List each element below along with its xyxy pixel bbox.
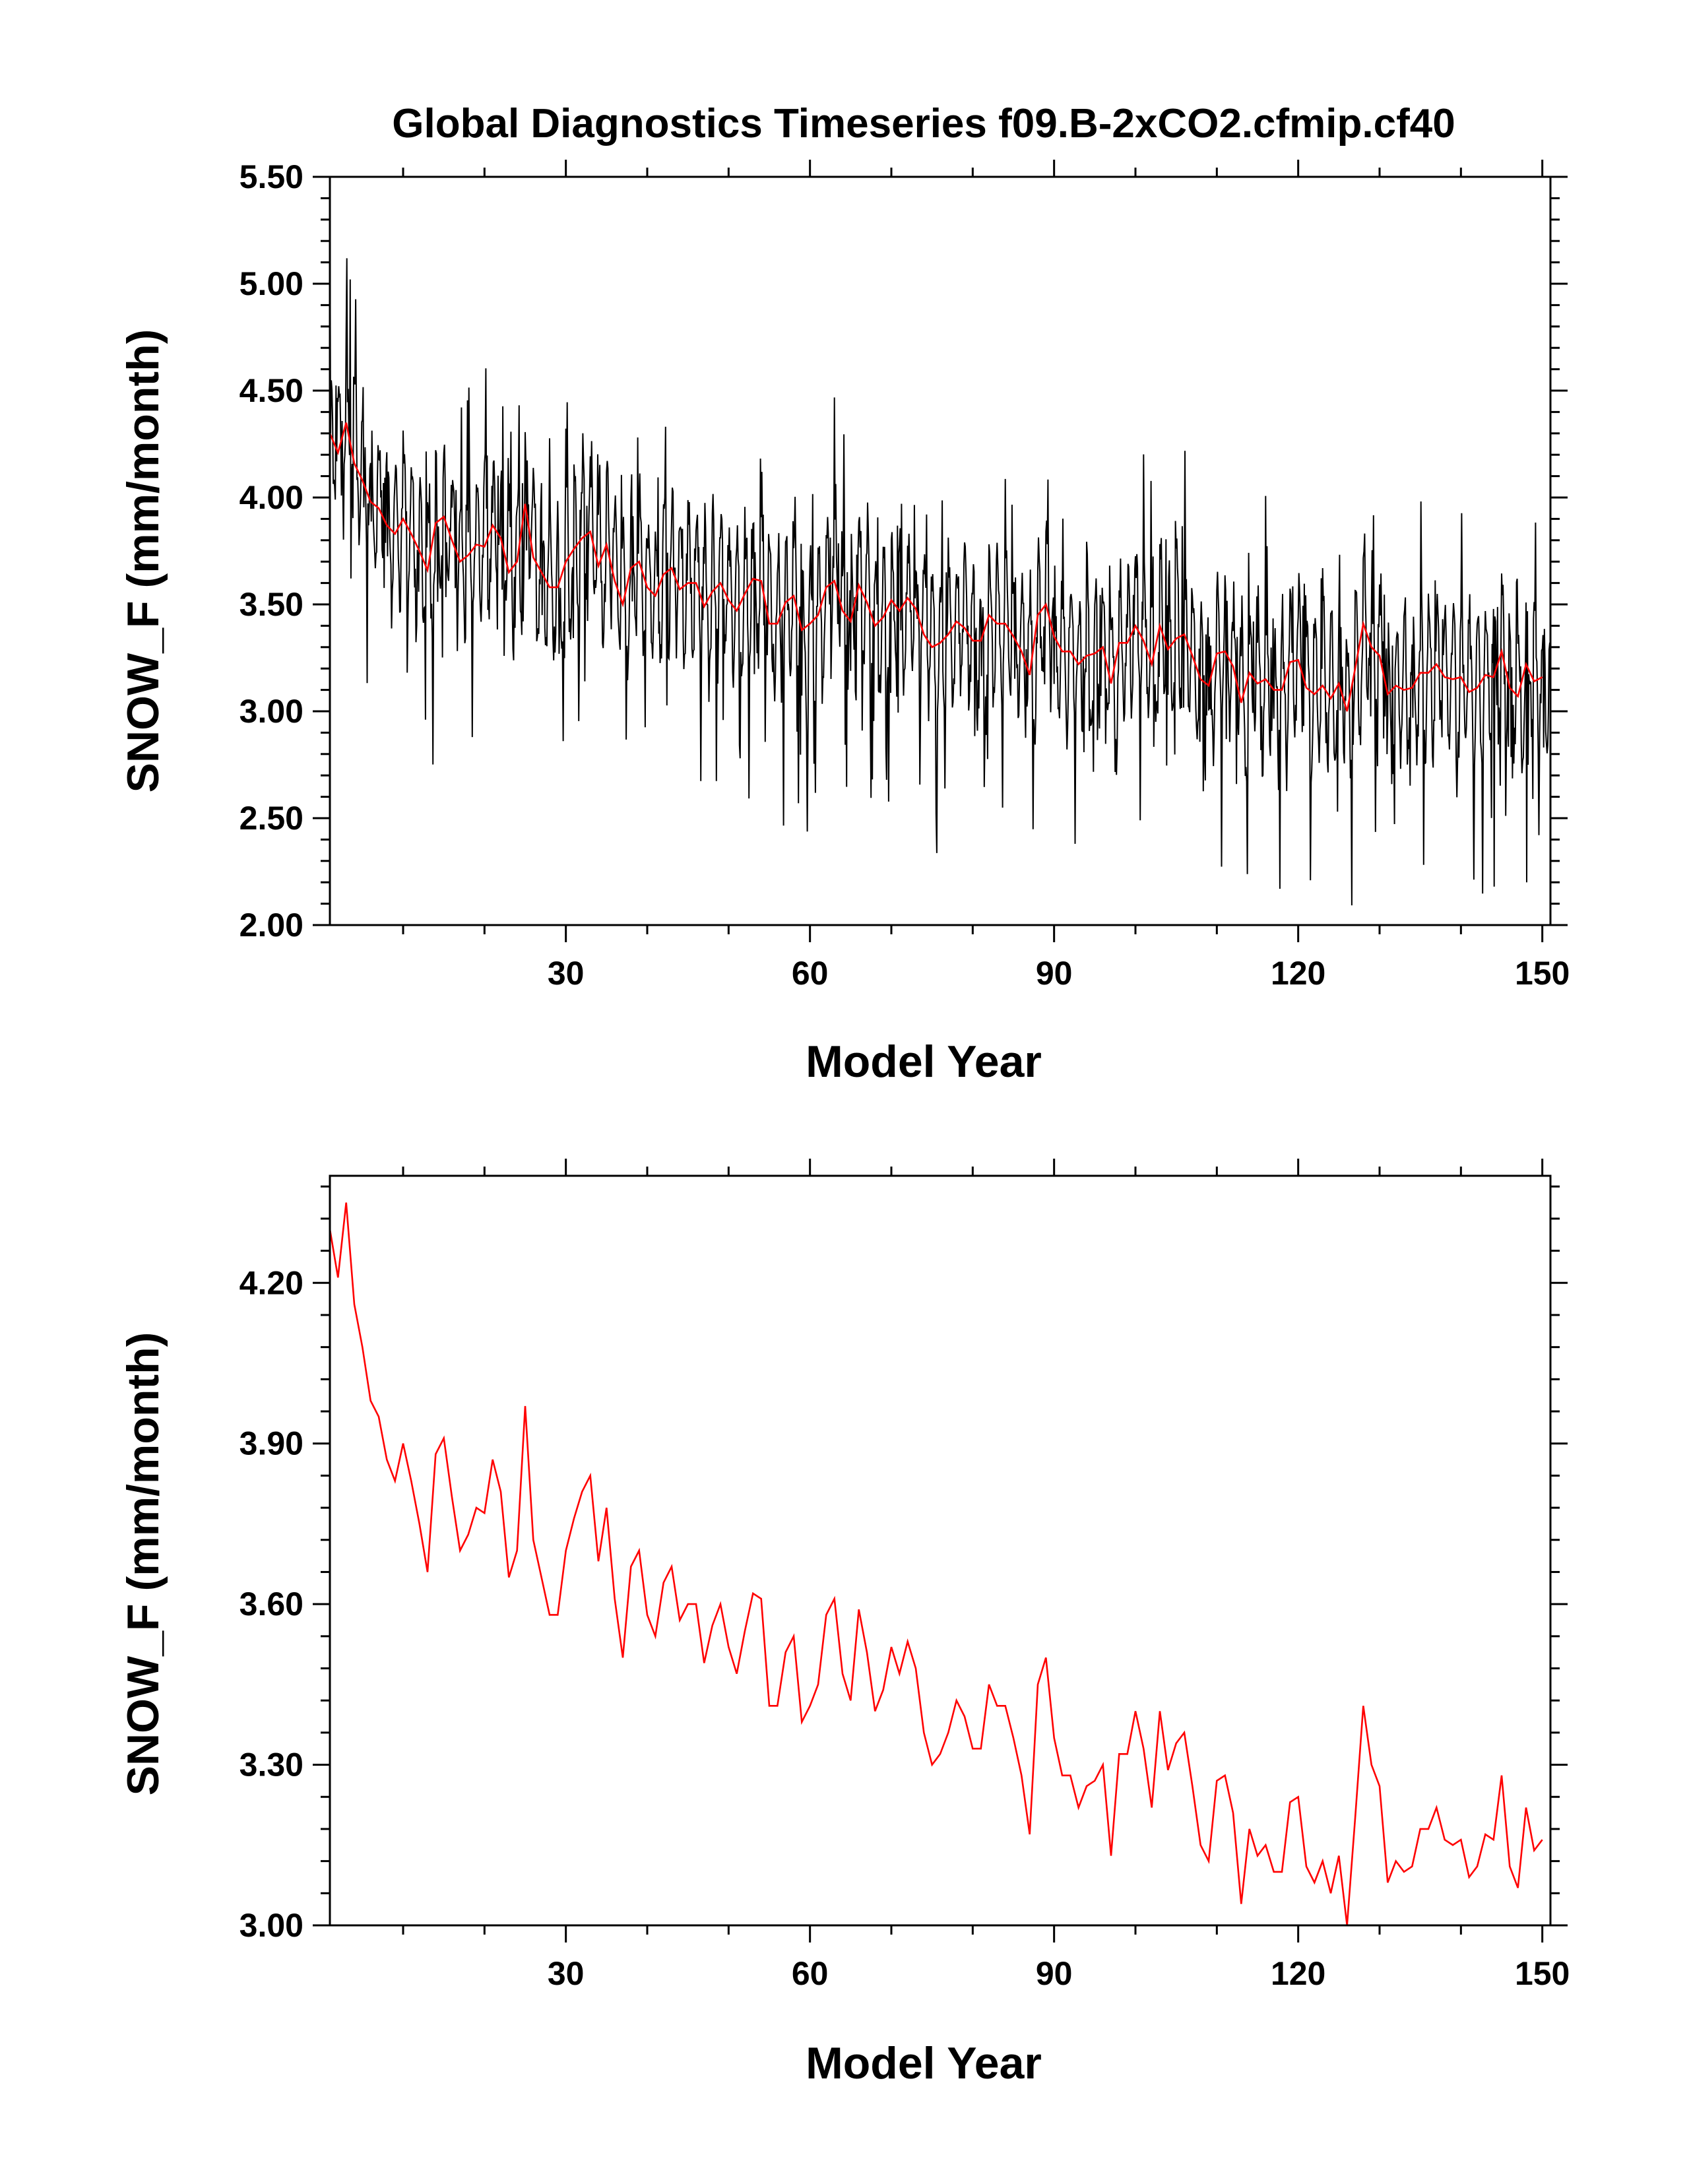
bottom-plot-y-axis-label: SNOW_F (mm/month) xyxy=(118,1332,168,1796)
y-tick-label: 2.50 xyxy=(239,800,303,837)
x-tick-label: 120 xyxy=(1271,955,1325,992)
y-tick-label: 5.00 xyxy=(239,265,303,302)
bottom-plot-x-axis-label: Model Year xyxy=(806,2038,1042,2088)
bottom-plot-axes: 30 60 90 120 150 3.00 3.30 3.60 3.90 4.20 xyxy=(239,1159,1570,1992)
x-tick-label: 60 xyxy=(792,955,829,992)
bottom-plot-series xyxy=(330,1202,1543,1925)
y-tick-label: 3.00 xyxy=(239,693,303,730)
x-tick-label: 60 xyxy=(792,1955,829,1992)
y-tick-label: 4.00 xyxy=(239,479,303,516)
y-tick-label: 4.20 xyxy=(239,1264,303,1301)
top-plot-x-axis-label: Model Year xyxy=(806,1037,1042,1087)
bottom-plot: 30 60 90 120 150 3.00 3.30 3.60 3.90 4.20 Model Y… xyxy=(118,1159,1570,2088)
y-tick-label: 4.50 xyxy=(239,372,303,409)
y-tick-label: 3.00 xyxy=(239,1907,303,1944)
annual-series-line xyxy=(330,1202,1543,1925)
top-plot: 30 60 90 120 150 2.00 2.50 3.00 3.50 4.00 4.50 5.00… xyxy=(118,158,1570,1087)
x-tick-label: 120 xyxy=(1271,1955,1325,1992)
x-tick-label: 30 xyxy=(548,955,585,992)
x-tick-label: 90 xyxy=(1036,1955,1073,1992)
monthly-series-line xyxy=(330,187,1550,906)
top-plot-axes: 30 60 90 120 150 2.00 2.50 3.00 3.50 4.00 4.50 5.00… xyxy=(239,158,1570,992)
x-tick-label: 150 xyxy=(1515,1955,1570,1992)
annual-series-line xyxy=(330,422,1543,712)
y-tick-label: 5.50 xyxy=(239,158,303,195)
plot-area xyxy=(330,187,1550,906)
y-tick-label: 3.60 xyxy=(239,1586,303,1622)
x-tick-label: 150 xyxy=(1515,955,1570,992)
y-tick-label: 2.00 xyxy=(239,907,303,944)
top-plot-series xyxy=(330,187,1550,906)
y-tick-label: 3.50 xyxy=(239,586,303,623)
x-tick-label: 90 xyxy=(1036,955,1073,992)
plot-frame xyxy=(329,176,1552,926)
plot-area xyxy=(330,1202,1543,1925)
y-tick-label: 3.90 xyxy=(239,1425,303,1462)
chart-title: Global Diagnostics Timeseries f09.B-2xCO… xyxy=(392,101,1455,146)
plot-frame xyxy=(329,1174,1552,1927)
x-tick-label: 30 xyxy=(548,1955,585,1992)
top-plot-y-axis-label: SNOW_F (mm/month) xyxy=(118,329,168,793)
y-tick-label: 3.30 xyxy=(239,1747,303,1783)
